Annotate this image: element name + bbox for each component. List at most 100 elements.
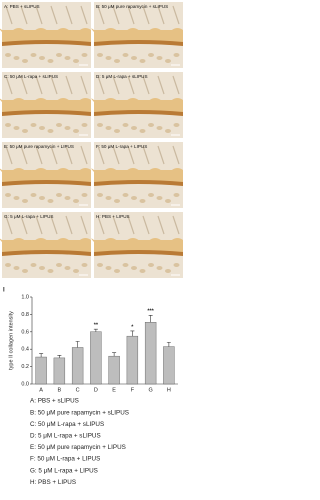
- panel-label: G: 5 μM L-rapa + LIPUS: [4, 214, 54, 219]
- panel-label: B: 50 μM pure rapamycin + sLIPUS: [96, 4, 168, 9]
- cartilage: [91, 28, 183, 42]
- bone-pore: [81, 123, 88, 127]
- cartilage: [91, 238, 183, 252]
- legend-entry: H: PBS + LIPUS: [30, 479, 76, 486]
- trabecula: [142, 75, 150, 95]
- legend-entry: C: 50 μM L-rapa + sLIPUS: [30, 421, 104, 428]
- figure: I A: PBS + sLIPUS B: 50 μM pure rapamycin…: [0, 2, 183, 486]
- trabecula: [172, 5, 180, 25]
- bone-pore: [131, 266, 137, 270]
- legend-entry: G: 5 μM L-rapa + LIPUS: [30, 467, 98, 474]
- bone-pore: [47, 269, 54, 273]
- bone-pore: [81, 263, 88, 267]
- x-tick-label: E: [112, 387, 116, 393]
- trabecula: [65, 215, 73, 235]
- bone-pore: [56, 263, 62, 267]
- bone-pore: [122, 53, 129, 57]
- bar: [35, 356, 47, 385]
- trabecula: [80, 145, 88, 165]
- bone-pore: [173, 193, 180, 197]
- cartilage: [0, 168, 91, 182]
- bar: [53, 357, 66, 385]
- bone-pore: [81, 53, 88, 57]
- tide-line: [94, 250, 183, 256]
- trabecula: [127, 215, 135, 235]
- error-bar: [39, 353, 44, 358]
- bar: [108, 355, 120, 385]
- bar: [90, 331, 102, 385]
- panel-label: E: 50 μM pure rapamycin + LIPUS: [4, 144, 74, 149]
- bone-pore: [56, 123, 62, 127]
- error-bar: [112, 352, 117, 357]
- bone-pore: [105, 266, 112, 270]
- panel-label: D: 5 μM L-rapa + sLIPUS: [96, 74, 148, 79]
- tide-line: [94, 40, 183, 46]
- cartilage: [91, 168, 183, 182]
- bone-pore: [64, 196, 71, 200]
- bone-pore: [56, 53, 62, 57]
- tide-line: [2, 40, 91, 46]
- bone-pore: [114, 269, 120, 273]
- trabecula: [97, 215, 105, 235]
- bone-pore: [105, 56, 112, 60]
- bone-pore: [64, 56, 71, 60]
- tide-line: [94, 180, 183, 186]
- error-bar: [57, 354, 62, 358]
- bone-pore: [73, 199, 79, 203]
- bone-pore: [73, 129, 79, 133]
- trabecula: [5, 75, 13, 95]
- legend-entry: F: 50 μM L-rapa + LIPUS: [30, 456, 100, 463]
- bone-pore: [56, 193, 62, 197]
- legend-entry: E: 50 μM pure rapamycin + LIPUS: [30, 444, 126, 451]
- bone-pore: [165, 129, 171, 133]
- y-tick-label: 1.0: [21, 294, 29, 300]
- x-tick-label: G: [148, 387, 152, 393]
- trabecula: [5, 5, 13, 25]
- bone-pore: [13, 56, 20, 60]
- bone-pore: [156, 196, 163, 200]
- bone-pore: [148, 263, 154, 267]
- trabecula: [20, 145, 28, 165]
- bone-pore: [73, 59, 79, 63]
- y-tick-label: 0.0: [21, 381, 29, 387]
- bone-pore: [22, 199, 28, 203]
- y-axis-label: type II collagen intensity: [8, 311, 14, 370]
- trabecula: [142, 215, 150, 235]
- bone-pore: [22, 269, 28, 273]
- bone-pore: [47, 199, 54, 203]
- bar: [144, 322, 157, 385]
- bone-pore: [114, 199, 120, 203]
- trabecula: [112, 215, 120, 235]
- bone-pore: [122, 123, 129, 127]
- bone-pore: [122, 193, 129, 197]
- trabecula: [112, 5, 120, 25]
- bone-pore: [131, 196, 137, 200]
- bone-pore: [64, 126, 71, 130]
- bone-pore: [165, 59, 171, 63]
- bone-pore: [64, 266, 71, 270]
- trabecula: [80, 75, 88, 95]
- trabecula: [80, 5, 88, 25]
- bone-pore: [73, 269, 79, 273]
- tide-line: [2, 110, 91, 116]
- bone-pore: [105, 126, 112, 130]
- bone-pore: [30, 53, 37, 57]
- bone-pore: [139, 199, 146, 203]
- trabecula: [172, 75, 180, 95]
- bone-pore: [105, 196, 112, 200]
- bone-pore: [114, 129, 120, 133]
- panel-label: C: 50 μM L-rapa + sLIPUS: [4, 74, 58, 79]
- cartilage: [0, 28, 91, 42]
- bone-pore: [39, 266, 45, 270]
- bone-pore: [22, 129, 28, 133]
- trabecula: [112, 75, 120, 95]
- bone-pore: [22, 59, 28, 63]
- trabecula: [97, 145, 105, 165]
- bone-pore: [139, 269, 146, 273]
- trabecula: [50, 5, 58, 25]
- trabecula: [65, 75, 73, 95]
- bone-pore: [148, 123, 154, 127]
- tide-line: [2, 250, 91, 256]
- bone-pore: [114, 59, 120, 63]
- bone-pore: [5, 263, 11, 267]
